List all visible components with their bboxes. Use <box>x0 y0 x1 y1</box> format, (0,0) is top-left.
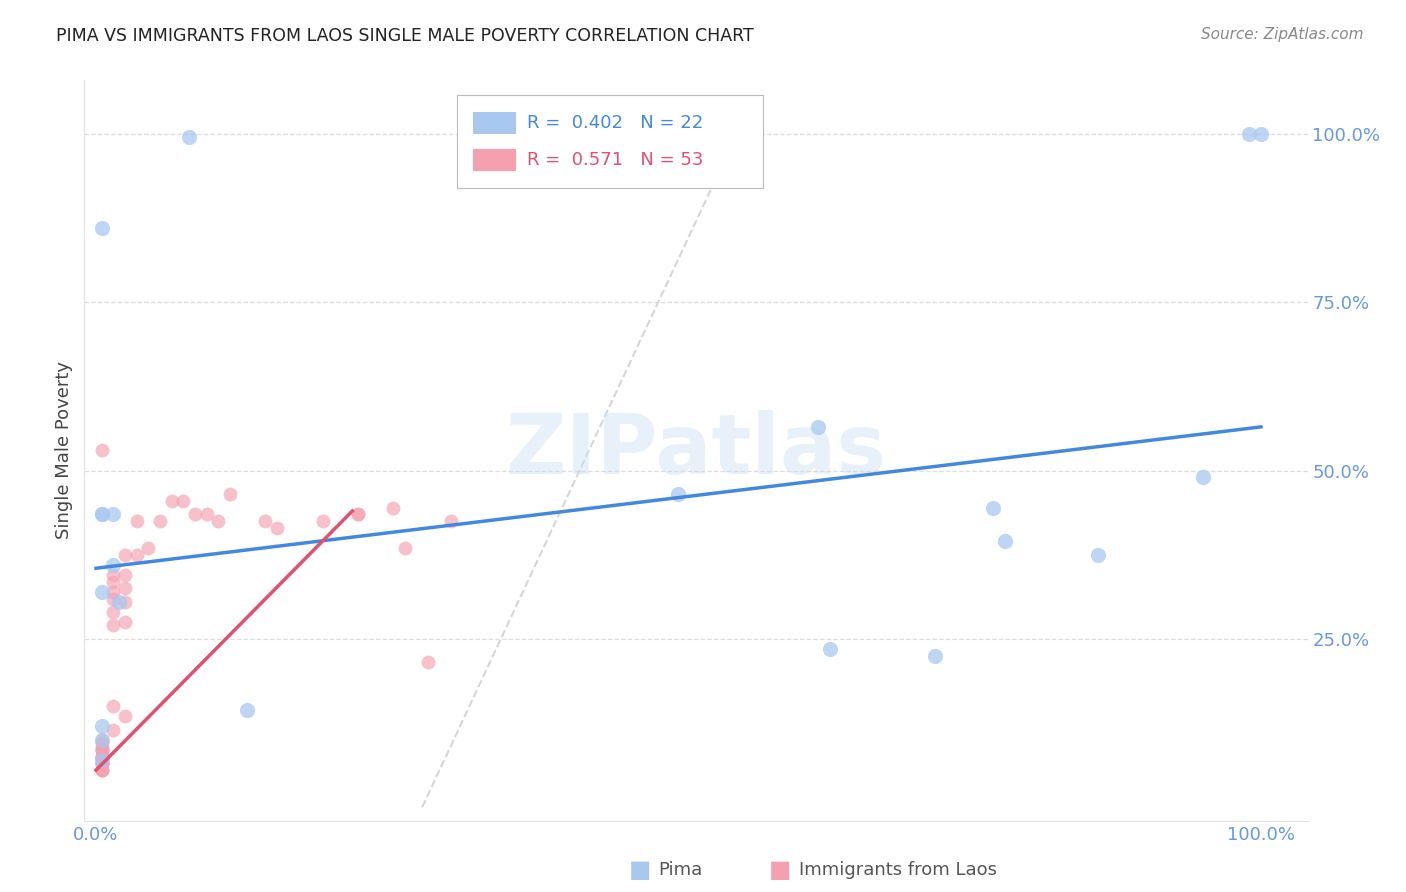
Text: Source: ZipAtlas.com: Source: ZipAtlas.com <box>1201 27 1364 42</box>
Point <box>668 487 690 501</box>
Point <box>924 648 946 663</box>
Point <box>90 763 112 777</box>
Point <box>90 743 112 757</box>
Point <box>108 595 131 609</box>
Point <box>90 763 112 777</box>
Point <box>207 514 229 528</box>
Point <box>981 500 1004 515</box>
Point <box>103 574 125 589</box>
Point <box>138 541 160 555</box>
Point <box>90 508 112 522</box>
Point <box>90 756 112 771</box>
Point <box>184 508 207 522</box>
Point <box>90 732 112 747</box>
Point <box>90 756 112 771</box>
Point <box>90 749 112 764</box>
Point <box>219 487 242 501</box>
Text: Immigrants from Laos: Immigrants from Laos <box>799 861 997 879</box>
Point <box>90 443 112 458</box>
Point <box>90 749 112 764</box>
Point <box>266 521 288 535</box>
Point <box>114 548 136 562</box>
FancyBboxPatch shape <box>474 149 516 171</box>
Point <box>103 723 125 737</box>
Point <box>90 508 112 522</box>
Text: Pima: Pima <box>658 861 702 879</box>
Point <box>90 756 112 771</box>
Point <box>103 618 125 632</box>
Point <box>179 130 201 145</box>
Text: ■: ■ <box>769 858 792 881</box>
Point <box>90 743 112 757</box>
Point <box>994 534 1017 549</box>
Point <box>1239 127 1261 141</box>
Point <box>103 558 125 572</box>
Point <box>312 514 335 528</box>
Point <box>172 494 194 508</box>
Point <box>103 605 125 619</box>
Point <box>160 494 183 508</box>
Point <box>103 508 125 522</box>
Point <box>90 763 112 777</box>
Point <box>125 548 148 562</box>
Point <box>347 508 370 522</box>
Point <box>90 221 112 235</box>
Point <box>90 743 112 757</box>
Point <box>114 615 136 629</box>
Y-axis label: Single Male Poverty: Single Male Poverty <box>55 361 73 540</box>
FancyBboxPatch shape <box>457 95 763 187</box>
Point <box>114 582 136 596</box>
Point <box>103 584 125 599</box>
Point <box>90 732 112 747</box>
FancyBboxPatch shape <box>474 112 516 135</box>
Point <box>90 749 112 764</box>
Point <box>90 736 112 750</box>
Point <box>114 568 136 582</box>
Point <box>103 568 125 582</box>
Point <box>195 508 218 522</box>
Text: R =  0.571   N = 53: R = 0.571 N = 53 <box>527 152 703 169</box>
Point <box>440 514 463 528</box>
Point <box>103 699 125 714</box>
Text: ■: ■ <box>628 858 651 881</box>
Point <box>90 749 112 764</box>
Point <box>90 739 112 754</box>
Point <box>807 420 830 434</box>
Point <box>1087 548 1109 562</box>
Point <box>114 709 136 723</box>
Text: R =  0.402   N = 22: R = 0.402 N = 22 <box>527 114 703 132</box>
Point <box>382 500 405 515</box>
Point <box>1250 127 1272 141</box>
Point <box>347 508 370 522</box>
Point <box>416 656 439 670</box>
Point <box>90 753 112 767</box>
Point <box>394 541 416 555</box>
Point <box>253 514 276 528</box>
Text: ZIPatlas: ZIPatlas <box>506 410 886 491</box>
Point <box>90 749 112 764</box>
Point <box>90 756 112 771</box>
Text: PIMA VS IMMIGRANTS FROM LAOS SINGLE MALE POVERTY CORRELATION CHART: PIMA VS IMMIGRANTS FROM LAOS SINGLE MALE… <box>56 27 754 45</box>
Point <box>90 756 112 771</box>
Point <box>236 703 259 717</box>
Point <box>90 584 112 599</box>
Point <box>149 514 172 528</box>
Point <box>818 642 841 657</box>
Point <box>125 514 148 528</box>
Point <box>1191 470 1213 484</box>
Point <box>114 595 136 609</box>
Point <box>90 719 112 733</box>
Point <box>103 591 125 606</box>
